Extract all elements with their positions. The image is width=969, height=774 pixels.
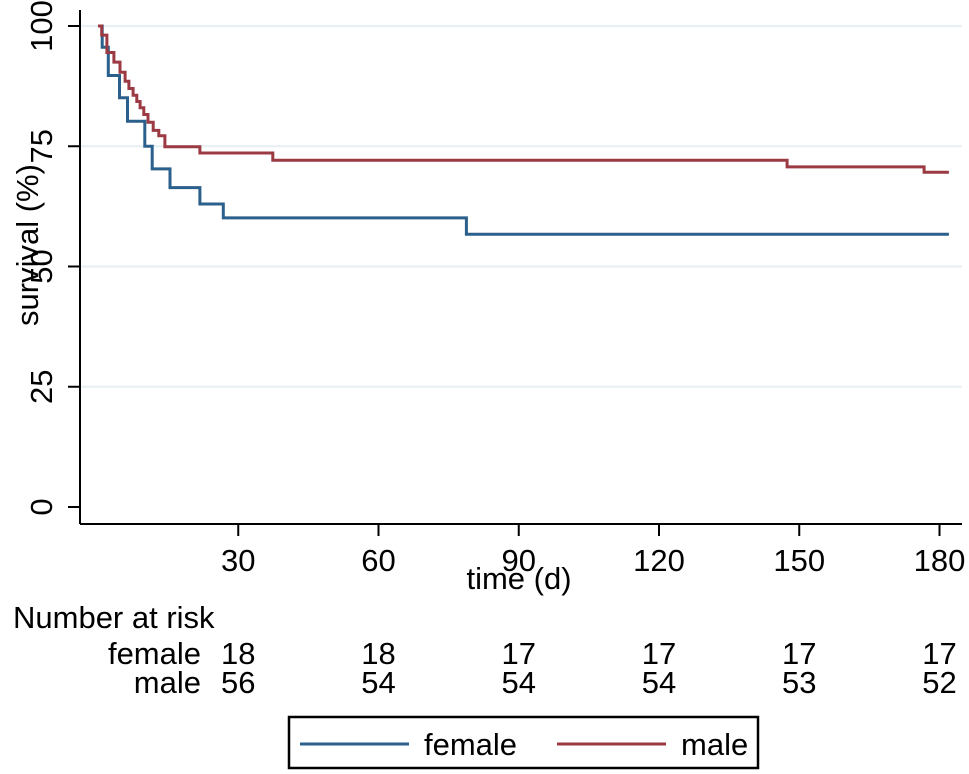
legend: female male	[287, 715, 760, 770]
legend-label-male: male	[681, 727, 748, 762]
x-tick-label: 120	[633, 543, 685, 578]
risk-count-female: 18	[361, 636, 395, 671]
km-curve-male	[98, 24, 949, 174]
risk-count-female: 17	[922, 636, 956, 671]
risk-row-label-female: female	[108, 636, 201, 671]
risk-count-male: 53	[782, 665, 816, 700]
risk-row-label-male: male	[134, 665, 201, 700]
y-tick-label: 75	[24, 129, 59, 163]
risk-count-female: 17	[782, 636, 816, 671]
risk-count-male: 52	[922, 665, 956, 700]
risk-count-female: 17	[502, 636, 536, 671]
risk-counts: 18 18 17 17 17 17 56 54 54 54 53 52	[221, 636, 957, 700]
survival-curves	[98, 24, 949, 236]
risk-count-male: 54	[642, 665, 676, 700]
risk-table-title: Number at risk	[13, 600, 215, 635]
x-tick-label: 90	[502, 543, 536, 578]
y-tick-label: 100	[24, 0, 59, 52]
x-tick-label: 30	[221, 543, 255, 578]
risk-count-female: 18	[221, 636, 255, 671]
km-curve-female	[98, 24, 949, 236]
risk-count-male: 54	[502, 665, 536, 700]
y-tick-label: 25	[24, 370, 59, 404]
y-axis-title: survival (%)	[10, 164, 45, 326]
x-tick-label: 60	[361, 543, 395, 578]
y-tick-label: 0	[24, 498, 59, 515]
y-tick-label: 50	[24, 249, 59, 283]
gridlines	[81, 24, 962, 388]
risk-count-female: 17	[642, 636, 676, 671]
axis-ticks: 0 25 50 75 100 30 60 90 120 150 180	[24, 0, 965, 578]
x-axis-title: time (d)	[466, 561, 571, 596]
risk-count-male: 56	[221, 665, 255, 700]
x-tick-label: 180	[914, 543, 966, 578]
risk-count-male: 54	[361, 665, 395, 700]
x-tick-label: 150	[773, 543, 825, 578]
legend-label-female: female	[424, 727, 517, 762]
